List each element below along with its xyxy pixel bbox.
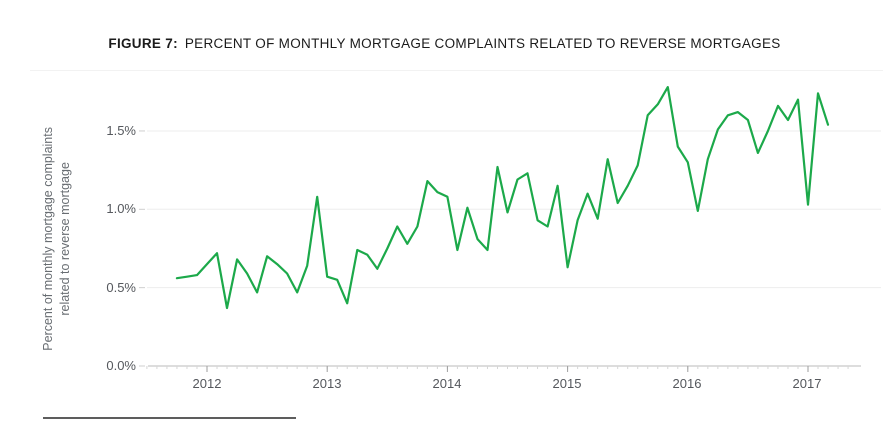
x-axis-tick-labels: 2012 2013 2014 2015 2016 2017 bbox=[193, 376, 822, 391]
y-axis-title: Percent of monthly mortgage complaints r… bbox=[40, 89, 74, 389]
x-tick-label: 2012 bbox=[193, 376, 222, 391]
chart-panel-top-border bbox=[30, 70, 883, 71]
y-tick-label: 0.5% bbox=[106, 280, 136, 295]
figure-label: FIGURE 7: bbox=[108, 36, 178, 51]
reverse-mortgage-percent-line bbox=[175, 85, 830, 310]
y-axis-tick-labels: 1.5% 1.0% 0.5% 0.0% bbox=[106, 123, 136, 373]
x-tick-label: 2015 bbox=[553, 376, 582, 391]
y-axis-title-line2: related to reverse mortgage bbox=[58, 162, 72, 316]
x-axis bbox=[146, 365, 861, 372]
x-tick-label: 2016 bbox=[673, 376, 702, 391]
footnote-separator bbox=[43, 417, 296, 419]
y-tick-label: 1.0% bbox=[106, 201, 136, 216]
y-tick-label: 0.0% bbox=[106, 358, 136, 373]
y-tick-label: 1.5% bbox=[106, 123, 136, 138]
figure-title-text: PERCENT OF MONTHLY MORTGAGE COMPLAINTS R… bbox=[184, 36, 781, 51]
x-tick-label: 2013 bbox=[313, 376, 342, 391]
y-axis-title-line1: Percent of monthly mortgage complaints bbox=[41, 127, 56, 351]
figure-title: FIGURE 7: PERCENT OF MONTHLY MORTGAGE COM… bbox=[0, 36, 889, 51]
x-tick-label: 2017 bbox=[793, 376, 822, 391]
gridlines bbox=[139, 130, 881, 367]
x-tick-label: 2014 bbox=[433, 376, 462, 391]
